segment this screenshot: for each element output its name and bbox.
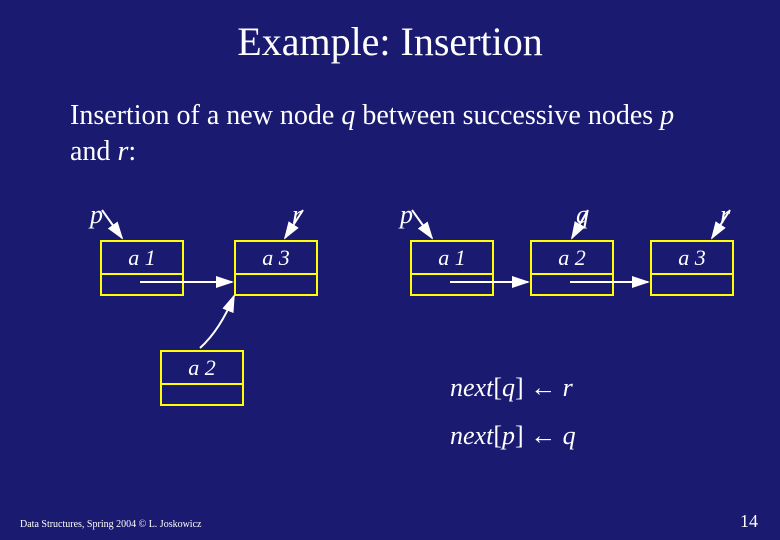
right-node-a1-label: a 1 <box>412 242 492 275</box>
left-node-a3-next <box>236 275 316 291</box>
left-node-a2-next <box>162 385 242 401</box>
right-node-a3-label: a 3 <box>652 242 732 275</box>
left-node-a1-next <box>102 275 182 291</box>
left-node-a3: a 3 <box>234 240 318 296</box>
right-label-p: p <box>400 200 413 230</box>
left-node-a2-label: a 2 <box>162 352 242 385</box>
right-node-a2-next <box>532 275 612 291</box>
left-node-a3-label: a 3 <box>236 242 316 275</box>
right-node-a1-next <box>412 275 492 291</box>
equation-1: next[q] ← r <box>450 372 573 403</box>
left-label-p: p <box>90 200 103 230</box>
left-label-r: r <box>292 200 302 230</box>
slide-root: Example: Insertion Insertion of a new no… <box>0 0 780 540</box>
right-node-a2-label: a 2 <box>532 242 612 275</box>
right-node-a1: a 1 <box>410 240 494 296</box>
right-node-a3-next <box>652 275 732 291</box>
left-node-a2: a 2 <box>160 350 244 406</box>
page-number: 14 <box>740 511 758 532</box>
right-node-a3: a 3 <box>650 240 734 296</box>
right-label-r: r <box>720 200 730 230</box>
right-node-a2: a 2 <box>530 240 614 296</box>
left-node-a1: a 1 <box>100 240 184 296</box>
left-node-a1-label: a 1 <box>102 242 182 275</box>
equation-2: next[p] ← q <box>450 420 576 451</box>
footer-text: Data Structures, Spring 2004 © L. Joskow… <box>20 519 201 530</box>
slide-title: Example: Insertion <box>0 18 780 65</box>
right-label-q: q <box>576 200 589 230</box>
slide-description: Insertion of a new node q between succes… <box>70 98 720 171</box>
